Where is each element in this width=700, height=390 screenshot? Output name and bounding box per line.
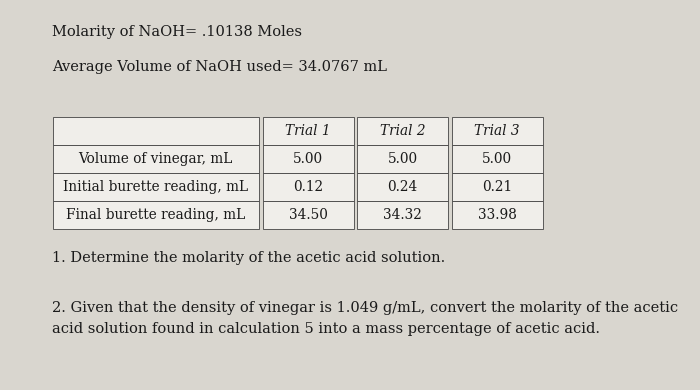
- Bar: [52, 201, 259, 229]
- Bar: [262, 145, 354, 173]
- Text: 5.00: 5.00: [482, 152, 512, 166]
- Text: Trial 1: Trial 1: [286, 124, 330, 138]
- Bar: [52, 173, 259, 201]
- Bar: [357, 201, 448, 229]
- Text: 34.32: 34.32: [383, 208, 422, 222]
- Text: 0.21: 0.21: [482, 180, 512, 194]
- Text: Volume of vinegar, mL: Volume of vinegar, mL: [78, 152, 233, 166]
- Text: 34.50: 34.50: [288, 208, 328, 222]
- Text: Average Volume of NaOH used= 34.0767 mL: Average Volume of NaOH used= 34.0767 mL: [52, 60, 388, 74]
- Text: Final burette reading, mL: Final burette reading, mL: [66, 208, 246, 222]
- Bar: [262, 117, 354, 145]
- Text: 0.12: 0.12: [293, 180, 323, 194]
- Text: 5.00: 5.00: [387, 152, 418, 166]
- Text: 2. Given that the density of vinegar is 1.049 g/mL, convert the molarity of the : 2. Given that the density of vinegar is …: [52, 301, 678, 336]
- Bar: [452, 145, 542, 173]
- Text: Trial 2: Trial 2: [379, 124, 425, 138]
- Text: Initial burette reading, mL: Initial burette reading, mL: [63, 180, 248, 194]
- Text: Trial 3: Trial 3: [475, 124, 519, 138]
- Bar: [262, 173, 354, 201]
- Text: 1. Determine the molarity of the acetic acid solution.: 1. Determine the molarity of the acetic …: [52, 251, 446, 265]
- Bar: [52, 117, 259, 145]
- Bar: [452, 117, 542, 145]
- Bar: [452, 201, 542, 229]
- Text: 0.24: 0.24: [387, 180, 418, 194]
- Bar: [357, 145, 448, 173]
- Bar: [357, 117, 448, 145]
- Bar: [52, 145, 259, 173]
- Bar: [357, 173, 448, 201]
- Text: 33.98: 33.98: [477, 208, 517, 222]
- Text: Molarity of NaOH= .10138 Moles: Molarity of NaOH= .10138 Moles: [52, 25, 302, 39]
- Text: 5.00: 5.00: [293, 152, 323, 166]
- Bar: [452, 173, 542, 201]
- Bar: [262, 201, 354, 229]
